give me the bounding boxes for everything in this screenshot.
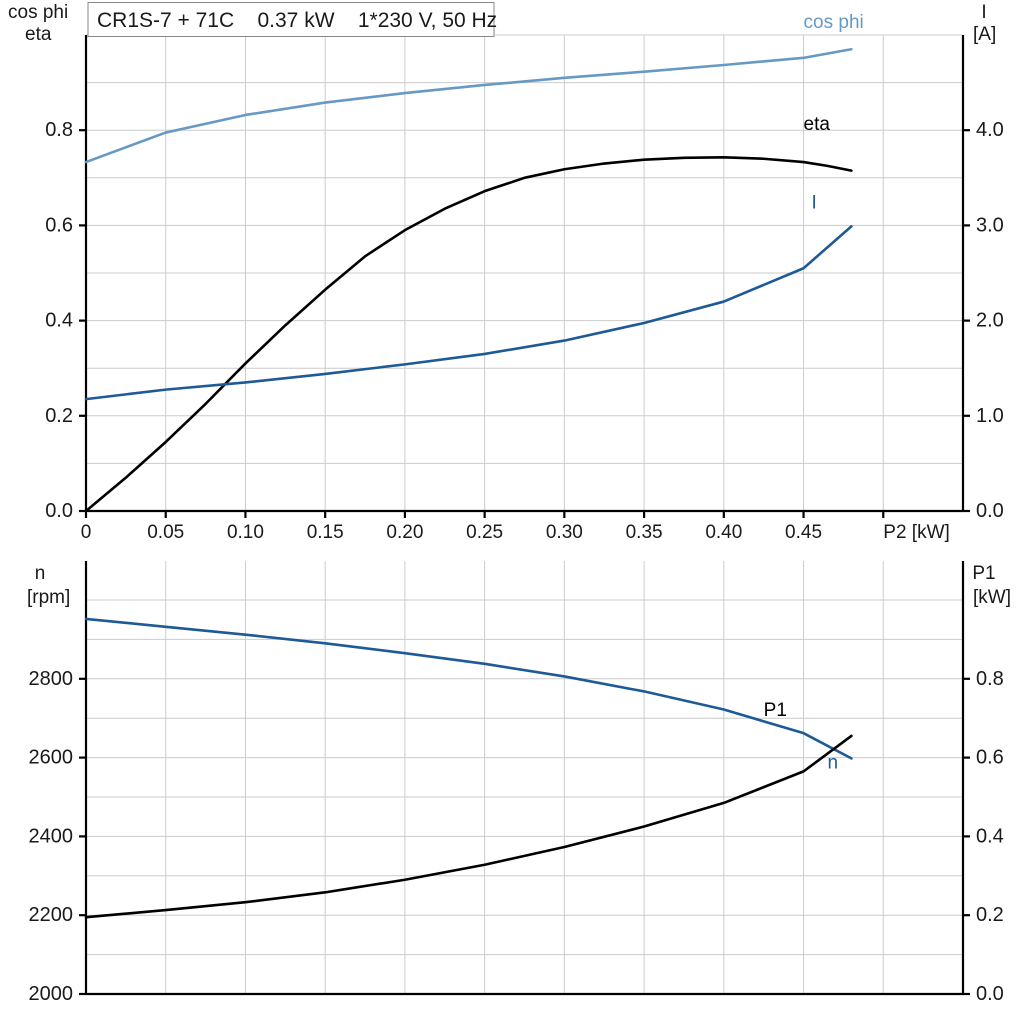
svg-text:0.05: 0.05 [147,522,184,543]
svg-text:2200: 2200 [29,904,74,926]
svg-text:cos phi: cos phi [8,2,68,23]
svg-text:0.2: 0.2 [45,405,73,427]
svg-text:2800: 2800 [29,668,74,690]
svg-text:0.25: 0.25 [466,522,503,543]
svg-text:0.40: 0.40 [705,522,742,543]
svg-text:n: n [827,753,838,774]
svg-text:0.20: 0.20 [386,522,423,543]
svg-text:3.0: 3.0 [976,214,1004,236]
svg-text:0.35: 0.35 [626,522,663,543]
svg-text:0.2: 0.2 [976,904,1004,926]
svg-text:2.0: 2.0 [976,310,1004,332]
svg-text:P1: P1 [972,563,995,584]
svg-text:0.6: 0.6 [976,747,1004,769]
svg-text:2000: 2000 [29,983,74,1005]
svg-text:0.15: 0.15 [307,522,344,543]
svg-text:0.10: 0.10 [227,522,264,543]
svg-text:cos phi: cos phi [804,12,864,33]
svg-text:P1: P1 [764,700,787,721]
svg-text:2400: 2400 [29,825,74,847]
svg-text:0.0: 0.0 [45,500,73,522]
svg-text:0.0: 0.0 [976,983,1004,1005]
svg-text:0.8: 0.8 [45,119,73,141]
svg-text:0.30: 0.30 [546,522,583,543]
svg-text:P2 [kW]: P2 [kW] [883,522,950,543]
svg-text:0.4: 0.4 [976,825,1004,847]
svg-text:0.45: 0.45 [785,522,822,543]
svg-text:[rpm]: [rpm] [27,587,70,608]
svg-text:4.0: 4.0 [976,119,1004,141]
svg-text:0.8: 0.8 [976,668,1004,690]
svg-text:[A]: [A] [973,24,996,45]
svg-text:I: I [981,2,986,23]
svg-text:eta: eta [25,24,52,45]
svg-text:0.0: 0.0 [976,500,1004,522]
svg-text:[kW]: [kW] [973,587,1011,608]
svg-text:1.0: 1.0 [976,405,1004,427]
svg-text:CR1S-7 + 71C 0.37 kW 1*2: CR1S-7 + 71C 0.37 kW 1*230 V, 50 Hz [97,9,497,32]
svg-text:eta: eta [804,114,831,135]
svg-text:2600: 2600 [29,747,74,769]
svg-text:0: 0 [81,522,92,543]
svg-text:I: I [812,193,817,214]
svg-text:0.4: 0.4 [45,310,73,332]
svg-text:n: n [35,563,46,584]
svg-text:0.6: 0.6 [45,214,73,236]
